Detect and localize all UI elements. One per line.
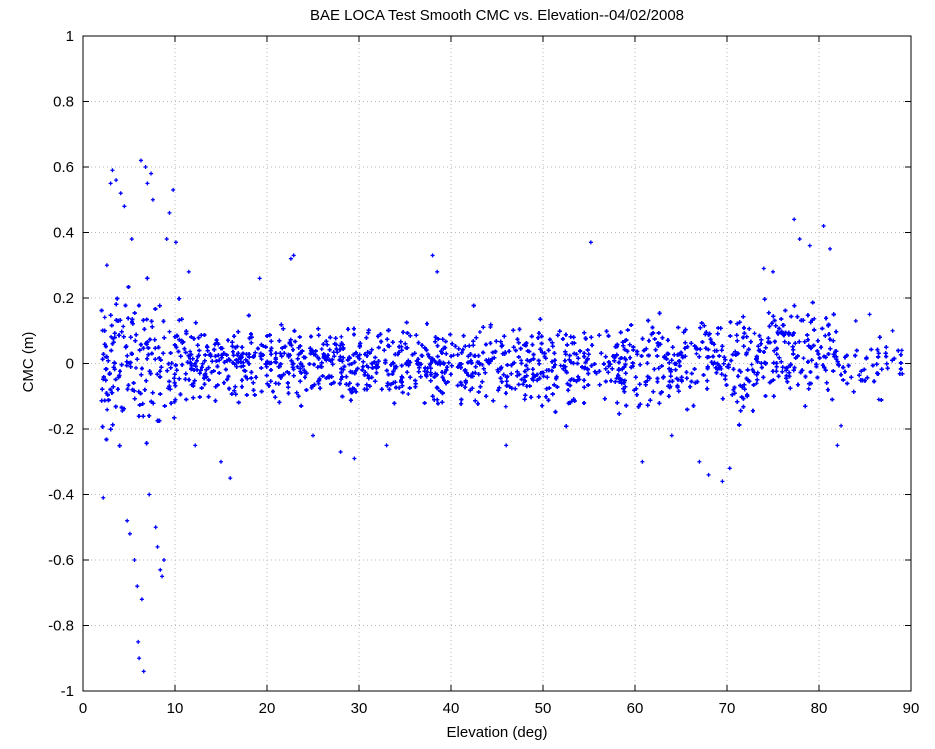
chart-title: BAE LOCA Test Smooth CMC vs. Elevation--… bbox=[310, 7, 684, 24]
